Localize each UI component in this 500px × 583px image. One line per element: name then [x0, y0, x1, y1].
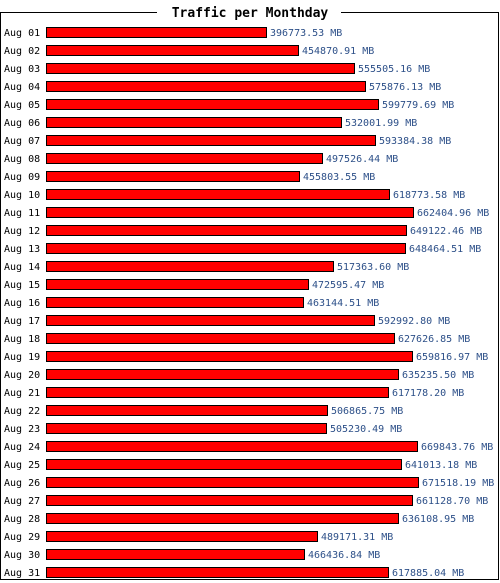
bar — [46, 495, 413, 506]
day-label: Aug 22 — [4, 406, 40, 417]
day-label: Aug 21 — [4, 388, 40, 399]
value-label: 455803.55 MB — [303, 172, 375, 183]
day-label: Aug 07 — [4, 136, 40, 147]
bar — [46, 297, 304, 308]
bar — [46, 81, 366, 92]
day-label: Aug 15 — [4, 280, 40, 291]
value-label: 497526.44 MB — [326, 154, 398, 165]
value-label: 593384.38 MB — [379, 136, 451, 147]
bar — [46, 117, 342, 128]
day-label: Aug 29 — [4, 532, 40, 543]
day-label: Aug 11 — [4, 208, 40, 219]
day-label: Aug 26 — [4, 478, 40, 489]
bar — [46, 549, 305, 560]
value-label: 636108.95 MB — [402, 514, 474, 525]
bar — [46, 441, 418, 452]
bar — [46, 423, 327, 434]
day-label: Aug 25 — [4, 460, 40, 471]
day-label: Aug 20 — [4, 370, 40, 381]
bar — [46, 45, 299, 56]
bar — [46, 153, 323, 164]
bar — [46, 351, 413, 362]
value-label: 463144.51 MB — [307, 298, 379, 309]
value-label: 454870.91 MB — [302, 46, 374, 57]
value-label: 659816.97 MB — [416, 352, 488, 363]
bar — [46, 387, 389, 398]
value-label: 669843.76 MB — [421, 442, 493, 453]
day-label: Aug 16 — [4, 298, 40, 309]
day-label: Aug 12 — [4, 226, 40, 237]
value-label: 506865.75 MB — [331, 406, 403, 417]
day-label: Aug 08 — [4, 154, 40, 165]
bar — [46, 279, 309, 290]
bar — [46, 369, 399, 380]
day-label: Aug 03 — [4, 64, 40, 75]
value-label: 627626.85 MB — [398, 334, 470, 345]
day-label: Aug 14 — [4, 262, 40, 273]
day-label: Aug 24 — [4, 442, 40, 453]
bar — [46, 99, 379, 110]
bar — [46, 513, 399, 524]
value-label: 532001.99 MB — [345, 118, 417, 129]
bar — [46, 171, 300, 182]
day-label: Aug 17 — [4, 316, 40, 327]
value-label: 641013.18 MB — [405, 460, 477, 471]
day-label: Aug 19 — [4, 352, 40, 363]
value-label: 661128.70 MB — [416, 496, 488, 507]
chart-frame — [0, 12, 499, 580]
bar — [46, 63, 355, 74]
bar — [46, 405, 328, 416]
day-label: Aug 13 — [4, 244, 40, 255]
day-label: Aug 02 — [4, 46, 40, 57]
value-label: 671518.19 MB — [422, 478, 494, 489]
value-label: 472595.47 MB — [312, 280, 384, 291]
value-label: 617885.04 MB — [392, 568, 464, 579]
value-label: 505230.49 MB — [330, 424, 402, 435]
value-label: 662404.96 MB — [417, 208, 489, 219]
bar — [46, 27, 267, 38]
value-label: 517363.60 MB — [337, 262, 409, 273]
bar — [46, 189, 390, 200]
title-background — [157, 4, 341, 21]
day-label: Aug 10 — [4, 190, 40, 201]
bar — [46, 531, 318, 542]
value-label: 648464.51 MB — [409, 244, 481, 255]
bar — [46, 459, 402, 470]
value-label: 396773.53 MB — [270, 28, 342, 39]
day-label: Aug 09 — [4, 172, 40, 183]
value-label: 617178.20 MB — [392, 388, 464, 399]
bar-rows: Aug 01 396773.53 MB Aug 02 454870.91 MB Aug … — [4, 27, 494, 579]
value-label: 618773.58 MB — [393, 190, 465, 201]
value-label: 592992.80 MB — [378, 316, 450, 327]
bar — [46, 207, 414, 218]
value-label: 555505.16 MB — [358, 64, 430, 75]
value-label: 649122.46 MB — [410, 226, 482, 237]
value-label: 635235.50 MB — [402, 370, 474, 381]
bar — [46, 261, 334, 272]
day-label: Aug 18 — [4, 334, 40, 345]
value-label: 599779.69 MB — [382, 100, 454, 111]
value-label: 575876.13 MB — [369, 82, 441, 93]
day-label: Aug 31 — [4, 568, 40, 579]
day-label: Aug 27 — [4, 496, 40, 507]
day-label: Aug 23 — [4, 424, 40, 435]
value-label: 466436.84 MB — [308, 550, 380, 561]
value-label: 489171.31 MB — [321, 532, 393, 543]
day-label: Aug 04 — [4, 82, 40, 93]
day-label: Aug 28 — [4, 514, 40, 525]
bar — [46, 243, 406, 254]
day-label: Aug 30 — [4, 550, 40, 561]
day-label: Aug 06 — [4, 118, 40, 129]
bar — [46, 315, 375, 326]
day-label: Aug 05 — [4, 100, 40, 111]
bar — [46, 477, 419, 488]
day-label: Aug 01 — [4, 28, 40, 39]
bar — [46, 567, 389, 578]
bar — [46, 333, 395, 344]
bar — [46, 225, 407, 236]
bar — [46, 135, 376, 146]
chart-title: Traffic per Monthday — [172, 6, 329, 21]
